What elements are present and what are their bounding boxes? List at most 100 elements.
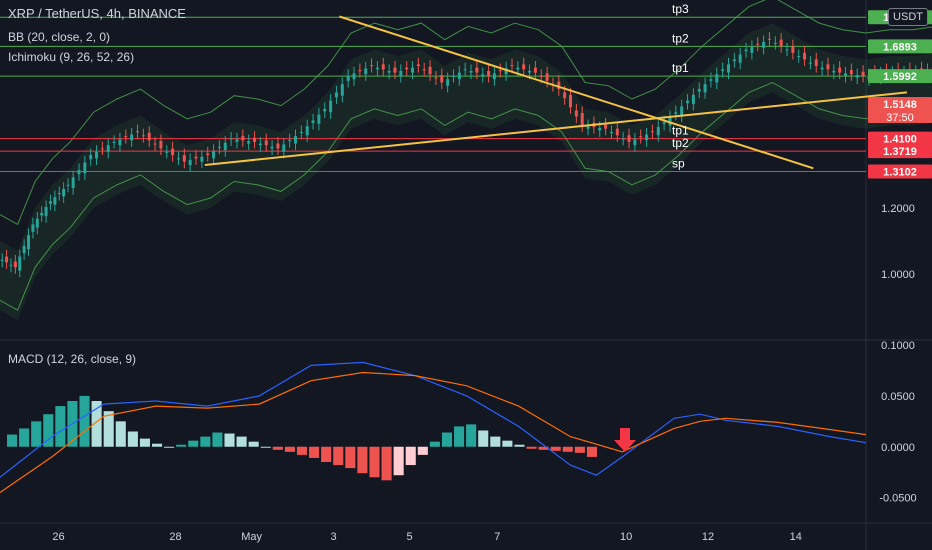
candle-body	[62, 188, 66, 197]
candle-body	[469, 70, 473, 73]
price-tag-value: 1.6893	[883, 41, 917, 53]
trendlines[interactable]	[204, 15, 908, 170]
candle-body	[744, 49, 748, 52]
candle-body	[153, 143, 157, 145]
price-tag-bg	[868, 164, 932, 179]
candle-body	[569, 94, 573, 108]
macd-bar	[478, 430, 489, 447]
price-tag: 1.3719	[868, 144, 932, 159]
macd-bar	[91, 401, 102, 447]
candle-body	[0, 259, 4, 261]
macd-bar	[526, 446, 537, 449]
price-tag-bg	[868, 144, 932, 159]
macd-bar	[309, 446, 320, 458]
macd-tick-label: -0.0500	[879, 493, 916, 505]
candle-body	[381, 64, 385, 70]
candle-body	[773, 42, 777, 44]
candle-body	[732, 59, 736, 62]
candle-body	[481, 74, 485, 76]
ichimoku-legend[interactable]: Ichimoku (9, 26, 52, 26)	[8, 50, 135, 64]
candle-body	[434, 77, 438, 79]
candle-body	[457, 72, 461, 80]
candle-body	[533, 67, 537, 73]
macd-bar	[296, 446, 308, 455]
macd-bar	[248, 441, 259, 447]
level-label: tp1	[672, 124, 689, 138]
candle-body	[498, 70, 502, 72]
candle-body	[656, 127, 660, 136]
candle-body	[785, 49, 789, 51]
macd-bar	[417, 446, 428, 455]
x-tick-label: 5	[407, 531, 413, 543]
candle-body	[598, 127, 602, 131]
candle-body	[797, 56, 801, 58]
bollinger-bands	[0, 0, 932, 311]
candle-body	[586, 126, 590, 129]
macd-bar	[454, 426, 465, 447]
candle-body	[44, 207, 48, 217]
macd-bar	[574, 446, 585, 453]
candle-body	[516, 67, 520, 70]
candle-body	[229, 138, 233, 140]
candle-body	[48, 201, 52, 204]
macd-bar	[224, 433, 235, 447]
candle-body	[633, 139, 637, 146]
candle-body	[756, 43, 760, 45]
x-tick-label: May	[241, 531, 262, 543]
candle-body	[814, 59, 818, 66]
macd-bar	[272, 446, 283, 450]
candle-body	[31, 224, 35, 232]
candle-body	[334, 92, 338, 98]
candle-body	[136, 131, 140, 133]
candle-body	[849, 70, 853, 75]
candle-body	[709, 79, 713, 81]
candle-body	[352, 73, 356, 80]
candle-body	[288, 140, 292, 142]
candle-body	[528, 70, 532, 73]
candle-body	[440, 75, 444, 83]
candle-body	[674, 112, 678, 114]
candle-body	[820, 67, 824, 70]
candle-body	[375, 67, 379, 70]
candle-body	[112, 141, 116, 143]
candle-body	[176, 158, 180, 160]
macd-bar	[538, 446, 549, 450]
candle-body	[563, 92, 567, 99]
candle-body	[451, 75, 455, 77]
macd-bar	[139, 438, 150, 447]
price-tag-value: 1.4100	[883, 134, 917, 146]
candle-body	[405, 67, 409, 70]
symbol-title[interactable]: XRP / TetherUS, 4h, BINANCE	[8, 6, 186, 21]
candle-body	[680, 106, 684, 116]
macd-legend[interactable]: MACD (12, 26, close, 9)	[8, 352, 137, 366]
bb-legend[interactable]: BB (20, close, 2, 0)	[8, 30, 111, 44]
candle-body	[370, 65, 374, 67]
candle-body	[235, 139, 239, 142]
price-tag: 1.5992	[868, 69, 932, 84]
candle-body	[844, 73, 848, 76]
candle-body	[106, 145, 110, 152]
trendline	[204, 91, 908, 166]
macd-bar	[200, 436, 211, 447]
candle-body	[188, 160, 192, 165]
currency-button[interactable]: USDT	[888, 8, 928, 26]
candle-body	[416, 64, 420, 66]
candle-body	[738, 54, 742, 63]
candle-body	[411, 67, 415, 73]
price-tag: 1.6893	[868, 39, 932, 54]
candle-body	[604, 124, 608, 129]
price-tags: 1.77791.68931.59921.514837:501.41001.371…	[868, 10, 932, 179]
macd-bar	[514, 444, 525, 447]
candle-body	[364, 68, 368, 75]
candle-body	[557, 81, 561, 90]
candle-body	[715, 74, 719, 83]
candle-body	[621, 138, 625, 140]
x-tick-label: 3	[330, 531, 336, 543]
price-tag-value: 1.3102	[883, 167, 917, 179]
candle-body	[645, 134, 649, 141]
candle-body	[662, 122, 666, 124]
candle-body	[13, 261, 17, 268]
